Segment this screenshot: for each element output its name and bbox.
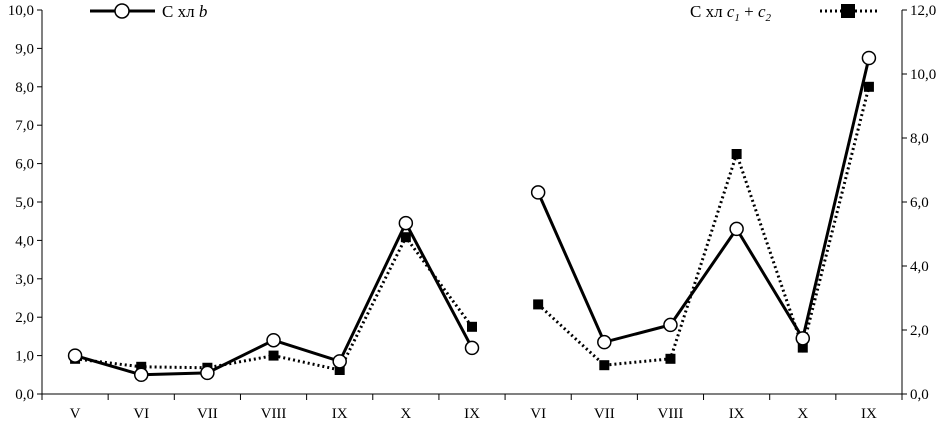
series-markers bbox=[67, 50, 877, 383]
x-tick-label: IX bbox=[861, 406, 877, 421]
right-tick-label: 6,0 bbox=[910, 195, 929, 211]
data-point-square bbox=[268, 350, 279, 361]
left-tick-label: 5,0 bbox=[15, 195, 34, 211]
right-tick-label: 0,0 bbox=[910, 387, 929, 403]
right-tick-label: 8,0 bbox=[910, 131, 929, 147]
data-point-square bbox=[731, 149, 742, 159]
data-point-circle bbox=[464, 340, 480, 356]
right-tick-label: 12,0 bbox=[910, 3, 936, 19]
left-axis-ticks: 0,0 1,0 2,0 3,0 4,0 5,0 6,0 7,0 8,0 9,0 10,0 bbox=[8, 3, 42, 403]
data-point-circle bbox=[266, 332, 281, 348]
x-tick-label: X bbox=[400, 406, 411, 421]
left-tick-label: 8,0 bbox=[15, 80, 34, 96]
left-tick-label: 4,0 bbox=[15, 233, 34, 249]
data-point-circle bbox=[663, 317, 678, 333]
x-tick-label: VI bbox=[133, 406, 149, 421]
data-point-circle bbox=[398, 215, 414, 231]
data-point-square bbox=[665, 353, 676, 364]
right-axis-ticks: 0,0 2,0 4,0 6,0 8,0 10,0 12,0 bbox=[902, 3, 936, 403]
x-tick-label: VII bbox=[197, 406, 218, 421]
data-point-circle bbox=[861, 50, 877, 66]
data-point-circle bbox=[332, 354, 347, 369]
left-tick-label: 10,0 bbox=[8, 3, 34, 19]
series-line-solid bbox=[536, 57, 871, 344]
legend-filled-square-marker bbox=[841, 4, 855, 18]
x-tick-label: X bbox=[797, 406, 808, 421]
data-point-circle bbox=[729, 221, 744, 237]
data-point-circle bbox=[530, 185, 546, 200]
left-tick-label: 9,0 bbox=[15, 41, 34, 57]
data-point-square bbox=[863, 81, 874, 92]
x-tick-label: V bbox=[70, 406, 81, 421]
data-point-circle bbox=[597, 334, 612, 350]
right-tick-label: 4,0 bbox=[910, 259, 929, 275]
data-point-square bbox=[400, 232, 411, 243]
legend-open-circle-marker bbox=[114, 3, 130, 19]
category-labels: V VI VII VIII IX X IX VI VII VIII IX X IX bbox=[41, 394, 903, 421]
left-tick-label: 6,0 bbox=[15, 157, 34, 173]
data-point-square bbox=[797, 342, 808, 353]
data-point-circle bbox=[200, 365, 215, 381]
left-tick-label: 1,0 bbox=[15, 349, 34, 365]
legend-label-chl-c1-c2: С хл c1 + c2 bbox=[690, 2, 772, 24]
right-tick-label: 10,0 bbox=[910, 67, 936, 83]
right-tick-label: 2,0 bbox=[910, 323, 929, 339]
x-tick-label: VIII bbox=[261, 406, 287, 421]
left-tick-label: 0,0 bbox=[15, 387, 34, 403]
left-tick-label: 2,0 bbox=[15, 310, 34, 326]
data-point-square bbox=[467, 321, 477, 332]
legend-label-chl-b: С хл b bbox=[162, 2, 207, 21]
x-tick-label: VII bbox=[594, 406, 615, 421]
data-point-circle bbox=[67, 348, 83, 363]
x-tick-label: IX bbox=[332, 406, 348, 421]
left-tick-label: 3,0 bbox=[15, 272, 34, 288]
left-tick-label: 7,0 bbox=[15, 118, 34, 134]
data-point-circle bbox=[133, 367, 149, 383]
data-point-square bbox=[599, 360, 610, 371]
x-tick-label: VI bbox=[530, 406, 546, 421]
data-point-circle bbox=[795, 331, 811, 346]
x-tick-label: VIII bbox=[658, 406, 684, 421]
x-tick-label: IX bbox=[729, 406, 745, 421]
series-line-dotted bbox=[74, 234, 474, 372]
data-point-square bbox=[533, 299, 544, 310]
data-point-square bbox=[136, 361, 147, 372]
axes bbox=[41, 10, 903, 395]
x-tick-label: IX bbox=[464, 406, 480, 421]
legend-item-chl-c1-c2: С хл c1 + c2 bbox=[690, 2, 880, 24]
data-point-square bbox=[334, 365, 345, 375]
series-line-dotted bbox=[537, 86, 871, 367]
legend-item-chl-b: С хл b bbox=[90, 2, 207, 21]
